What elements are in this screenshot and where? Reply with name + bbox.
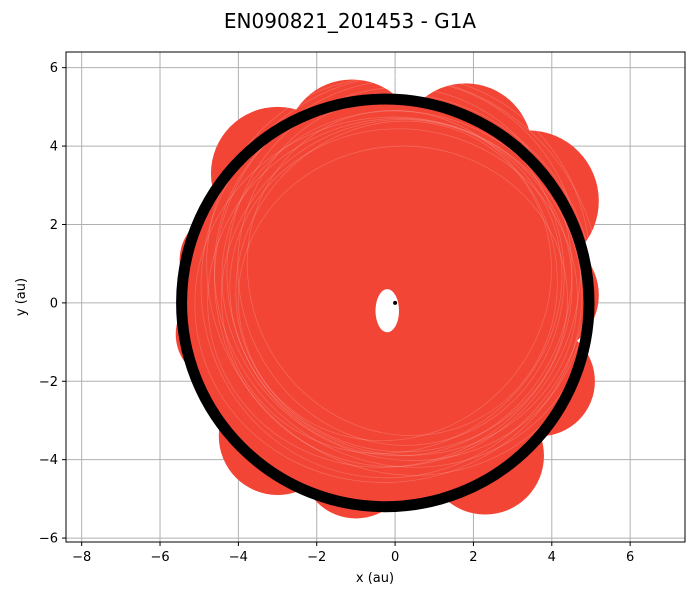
orbit-trace [214, 79, 581, 467]
x-tick-label: −8 [72, 550, 91, 565]
orbit-trace [221, 119, 563, 454]
plot-frame [65, 51, 686, 543]
y-tick-label: 0 [50, 296, 58, 311]
orbit-trace [235, 120, 552, 442]
chart-title: EN090821_201453 - G1A [224, 9, 476, 33]
y-tick-label: 4 [50, 140, 58, 155]
x-tick-label: 6 [626, 550, 634, 565]
orbit-trace [229, 128, 578, 456]
orbit-trace [213, 92, 594, 468]
orbit-cloud [175, 74, 601, 519]
orbit-trace [206, 76, 601, 476]
axis-ticks: −8 −6 −4 −2 0 2 4 6 −6 −4 −2 0 2 4 6 [39, 61, 634, 565]
x-tick-label: −6 [150, 550, 169, 565]
y-tick-label: −6 [39, 532, 58, 547]
orbit-trace [237, 145, 568, 453]
x-tick-label: 4 [548, 550, 556, 565]
x-tick-label: −4 [229, 550, 248, 565]
y-axis-label: y (au) [14, 278, 29, 316]
star-marker [393, 300, 398, 305]
orbit-trace [200, 74, 591, 479]
y-tick-label: 6 [50, 61, 58, 76]
inner-gap [375, 289, 400, 333]
orbit-trace [226, 87, 573, 457]
orbit-trace [221, 110, 587, 461]
x-axis-label: x (au) [356, 571, 394, 586]
x-tick-label: 0 [391, 550, 399, 565]
orbit-trace [207, 118, 573, 468]
plot-area [175, 74, 601, 519]
planet-orbit [176, 93, 595, 513]
x-tick-label: 2 [469, 550, 477, 565]
orbit-trace [194, 116, 583, 483]
y-tick-label: 2 [50, 218, 58, 233]
orbit-trace [246, 110, 558, 436]
y-tick-label: −2 [39, 375, 58, 390]
y-tick-label: −4 [39, 453, 58, 468]
x-tick-label: −2 [307, 550, 326, 565]
